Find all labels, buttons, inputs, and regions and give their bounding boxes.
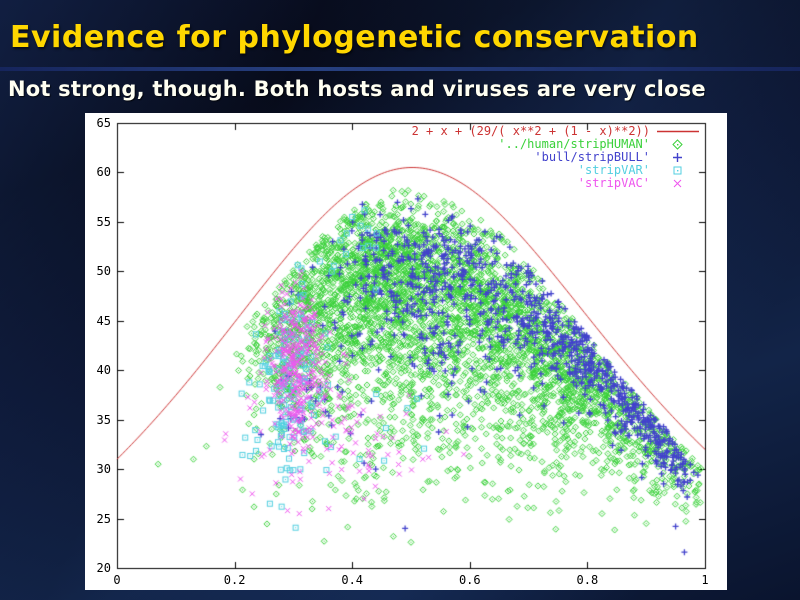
x-tick-label: 0.6 (458, 573, 481, 587)
legend-row: 'stripVAR' (577, 162, 705, 177)
legend-label: 2 + x + (29/( x**2 + (1 - x)**2)) (411, 123, 650, 138)
x-tick-label: 0.2 (223, 573, 246, 587)
legend-row: 2 + x + (29/( x**2 + (1 - x)**2)) (411, 123, 705, 138)
x-tick-label: 1 (701, 573, 709, 587)
y-tick-label: 35 (96, 412, 111, 427)
y-tick-label: 60 (96, 165, 111, 180)
legend-marker-line-icon (650, 125, 705, 138)
y-tick-label: 30 (96, 462, 111, 477)
title-divider (0, 67, 800, 71)
legend-marker-x-icon (650, 177, 705, 190)
legend-marker-square-icon (650, 164, 705, 177)
x-tick-label: 0.8 (576, 573, 599, 587)
subtitle: Not strong, though. Both hosts and virus… (8, 77, 706, 101)
y-tick-label: 45 (96, 313, 111, 328)
y-tick-label: 20 (96, 561, 111, 575)
legend-row: 'stripVAC' (577, 175, 705, 190)
legend-marker-plus-icon (650, 151, 705, 164)
x-tick-label: 0 (113, 573, 121, 587)
chart-panel: 2 + x + (29/( x**2 + (1 - x)**2)) '../hum… (85, 113, 727, 590)
y-tick-label: 55 (96, 214, 111, 229)
x-tick-label: 0.4 (341, 573, 364, 587)
y-tick-label: 25 (96, 511, 111, 526)
legend-label: '../human/stripHUMAN' (498, 136, 650, 151)
page-title: Evidence for phylogenetic conservation (10, 20, 699, 55)
y-tick-label: 65 (96, 116, 111, 130)
legend-label: 'stripVAC' (577, 175, 650, 190)
legend-row: 'bull/stripBULL' (534, 149, 705, 164)
plot-canvas (85, 113, 727, 590)
legend-label: 'stripVAR' (577, 162, 650, 177)
y-tick-label: 50 (96, 264, 111, 279)
y-tick-label: 40 (96, 363, 111, 378)
legend-label: 'bull/stripBULL' (534, 149, 650, 164)
legend-row: '../human/stripHUMAN' (498, 136, 705, 151)
legend-marker-diamond-icon (650, 138, 705, 151)
